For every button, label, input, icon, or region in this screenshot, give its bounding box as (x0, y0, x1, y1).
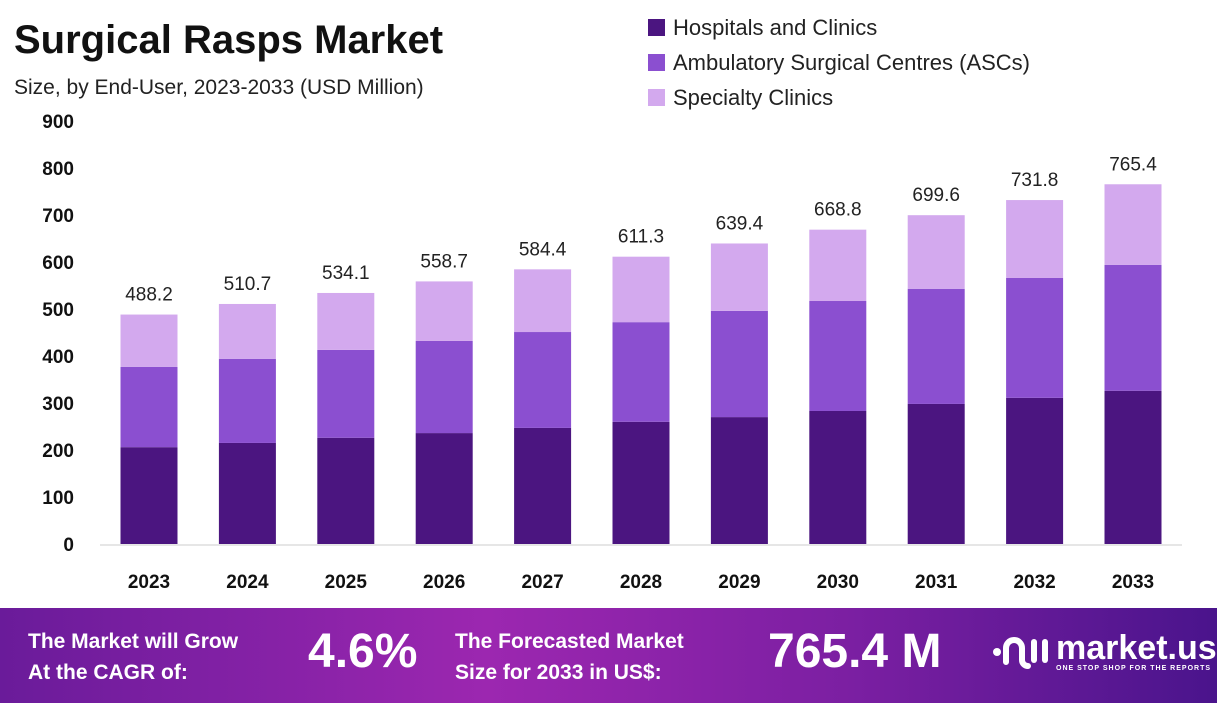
total-data-label: 510.7 (224, 274, 272, 295)
legend-label: Ambulatory Surgical Centres (ASCs) (673, 49, 1031, 75)
chart-subtitle: Size, by End-User, 2023-2033 (USD Millio… (14, 76, 424, 99)
total-data-label: 731.8 (1011, 170, 1059, 191)
total-data-label: 611.3 (618, 227, 664, 248)
legend-label: Hospitals and Clinics (673, 14, 878, 40)
legend: Hospitals and Clinics Ambulatory Surgica… (648, 10, 1030, 115)
y-tick-label: 800 (42, 159, 74, 180)
bar-segment (317, 349, 375, 438)
total-data-label: 488.2 (125, 285, 173, 306)
bar-segment (710, 417, 768, 544)
bar-segment (218, 303, 276, 359)
logo-tagline: ONE STOP SHOP FOR THE REPORTS (1056, 664, 1212, 672)
total-data-label: 584.4 (519, 239, 567, 260)
bar-segment (1006, 200, 1064, 278)
bar-segment (514, 332, 572, 428)
x-tick-label: 2031 (915, 572, 958, 593)
total-data-label: 558.7 (420, 251, 468, 272)
legend-item-ascs: Ambulatory Surgical Centres (ASCs) (648, 45, 1030, 80)
y-tick-label: 500 (42, 300, 74, 321)
y-tick-label: 0 (63, 535, 74, 556)
bar-segment (415, 433, 473, 544)
cagr-value: 4.6% (308, 625, 418, 678)
x-tick-label: 2030 (817, 572, 859, 593)
bar-segment (120, 366, 178, 448)
x-tick-label: 2026 (423, 572, 465, 593)
bar-segment (317, 437, 375, 544)
legend-item-specialty: Specialty Clinics (648, 80, 1030, 115)
bar-segment (612, 322, 670, 422)
y-tick-label: 900 (42, 112, 74, 133)
forecast-label: The Forecasted Market Size for 2033 in US… (455, 626, 684, 688)
bar-segment (120, 447, 178, 544)
x-tick-label: 2033 (1112, 572, 1154, 593)
bar-segment (120, 314, 178, 367)
bar-segment (1104, 184, 1162, 265)
bar-segment (809, 301, 867, 411)
x-tick-label: 2027 (521, 572, 563, 593)
bar-segment (907, 215, 965, 289)
bar-segment (415, 281, 473, 341)
x-tick-label: 2024 (226, 572, 269, 593)
bar-segment (218, 442, 276, 544)
bar-segment (907, 403, 965, 544)
total-data-label: 668.8 (814, 200, 862, 221)
bar-segment (1006, 277, 1064, 398)
y-tick-label: 400 (42, 347, 74, 368)
legend-swatch (648, 89, 665, 106)
y-tick-label: 100 (42, 488, 74, 509)
footer-banner: The Market will Grow At the CAGR of: 4.6%… (0, 608, 1217, 703)
bar-segment (415, 340, 473, 434)
bar-segment (514, 269, 572, 333)
bar-segment (710, 310, 768, 418)
y-tick-label: 200 (42, 441, 74, 462)
legend-item-hospitals: Hospitals and Clinics (648, 10, 1030, 45)
bar-segment (317, 292, 375, 350)
x-tick-label: 2032 (1013, 572, 1055, 593)
cagr-label-line: At the CAGR of: (28, 661, 188, 684)
cagr-label: The Market will Grow At the CAGR of: (28, 626, 238, 688)
y-tick-label: 700 (42, 206, 74, 227)
x-tick-label: 2029 (718, 572, 760, 593)
y-tick-label: 300 (42, 394, 74, 415)
legend-swatch (648, 19, 665, 36)
bar-segment (1104, 264, 1162, 391)
forecast-label-line: Size for 2033 in US$: (455, 661, 662, 684)
bar-segment (710, 243, 768, 311)
stacked-bar-chart: 0 100 200 300 400 500 600 700 800 900 488.2 2023 510… (42, 112, 1182, 593)
bar-segment (1006, 397, 1064, 544)
total-data-label: 639.4 (716, 213, 764, 234)
bar-segment (809, 229, 867, 302)
market-us-logo: market.us ONE STOP SHOP FOR THE REPORTS (992, 630, 1217, 672)
forecast-label-line: The Forecasted Market (455, 630, 684, 653)
legend-label: Specialty Clinics (673, 84, 834, 110)
cagr-label-line: The Market will Grow (28, 630, 239, 653)
forecast-value: 765.4 M (768, 625, 942, 678)
bar-segment (1104, 390, 1162, 544)
x-tick-label: 2028 (620, 572, 662, 593)
bar-segment (612, 256, 670, 323)
bar-segment (809, 410, 867, 544)
x-tick-label: 2023 (128, 572, 170, 593)
legend-swatch (648, 54, 665, 71)
total-data-label: 765.4 (1109, 154, 1157, 175)
x-tick-label: 2025 (325, 572, 368, 593)
total-data-label: 699.6 (912, 185, 960, 206)
chart-title: Surgical Rasps Market (14, 18, 444, 62)
bar-segment (907, 288, 965, 404)
bar-segment (218, 358, 276, 443)
logo-name: market.us (1056, 628, 1217, 667)
total-data-label: 534.1 (322, 263, 370, 284)
bar-segment (612, 421, 670, 544)
y-tick-label: 600 (42, 253, 74, 274)
logo-icon (993, 637, 1048, 669)
bar-segment (514, 427, 572, 544)
